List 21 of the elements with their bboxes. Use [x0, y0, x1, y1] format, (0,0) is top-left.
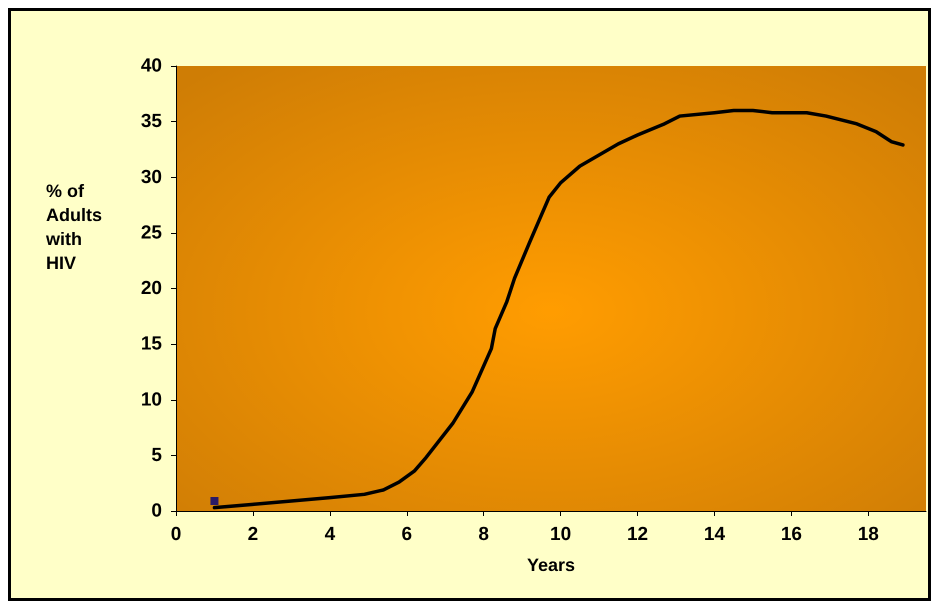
y-tick-label: 35	[140, 111, 162, 132]
x-tick-label: 6	[401, 524, 412, 545]
y-tick-label: 25	[140, 222, 162, 244]
y-tick-label: 30	[140, 166, 162, 188]
x-tick-label: 12	[626, 524, 648, 545]
x-tick-label: 14	[704, 524, 726, 545]
y-tick-label: 5	[151, 444, 162, 466]
x-tick-label: 10	[550, 524, 572, 545]
x-axis-title: Years	[526, 555, 576, 575]
x-tick-label: 4	[324, 524, 336, 545]
y-tick-label: 0	[151, 500, 162, 522]
y-tick-label: 15	[140, 334, 162, 355]
y-axis-title: % of Adults with HIV	[45, 181, 107, 273]
x-tick-label: 16	[780, 524, 802, 545]
y-tick-label: 40	[140, 56, 162, 76]
x-tick-label: 8	[478, 524, 489, 545]
x-tick-label: 2	[248, 524, 258, 545]
x-tick-label: 18	[858, 524, 879, 545]
y-tick-label: 20	[140, 278, 162, 299]
y-tick-label: 10	[140, 389, 162, 410]
x-tick-label: 0	[170, 524, 182, 545]
